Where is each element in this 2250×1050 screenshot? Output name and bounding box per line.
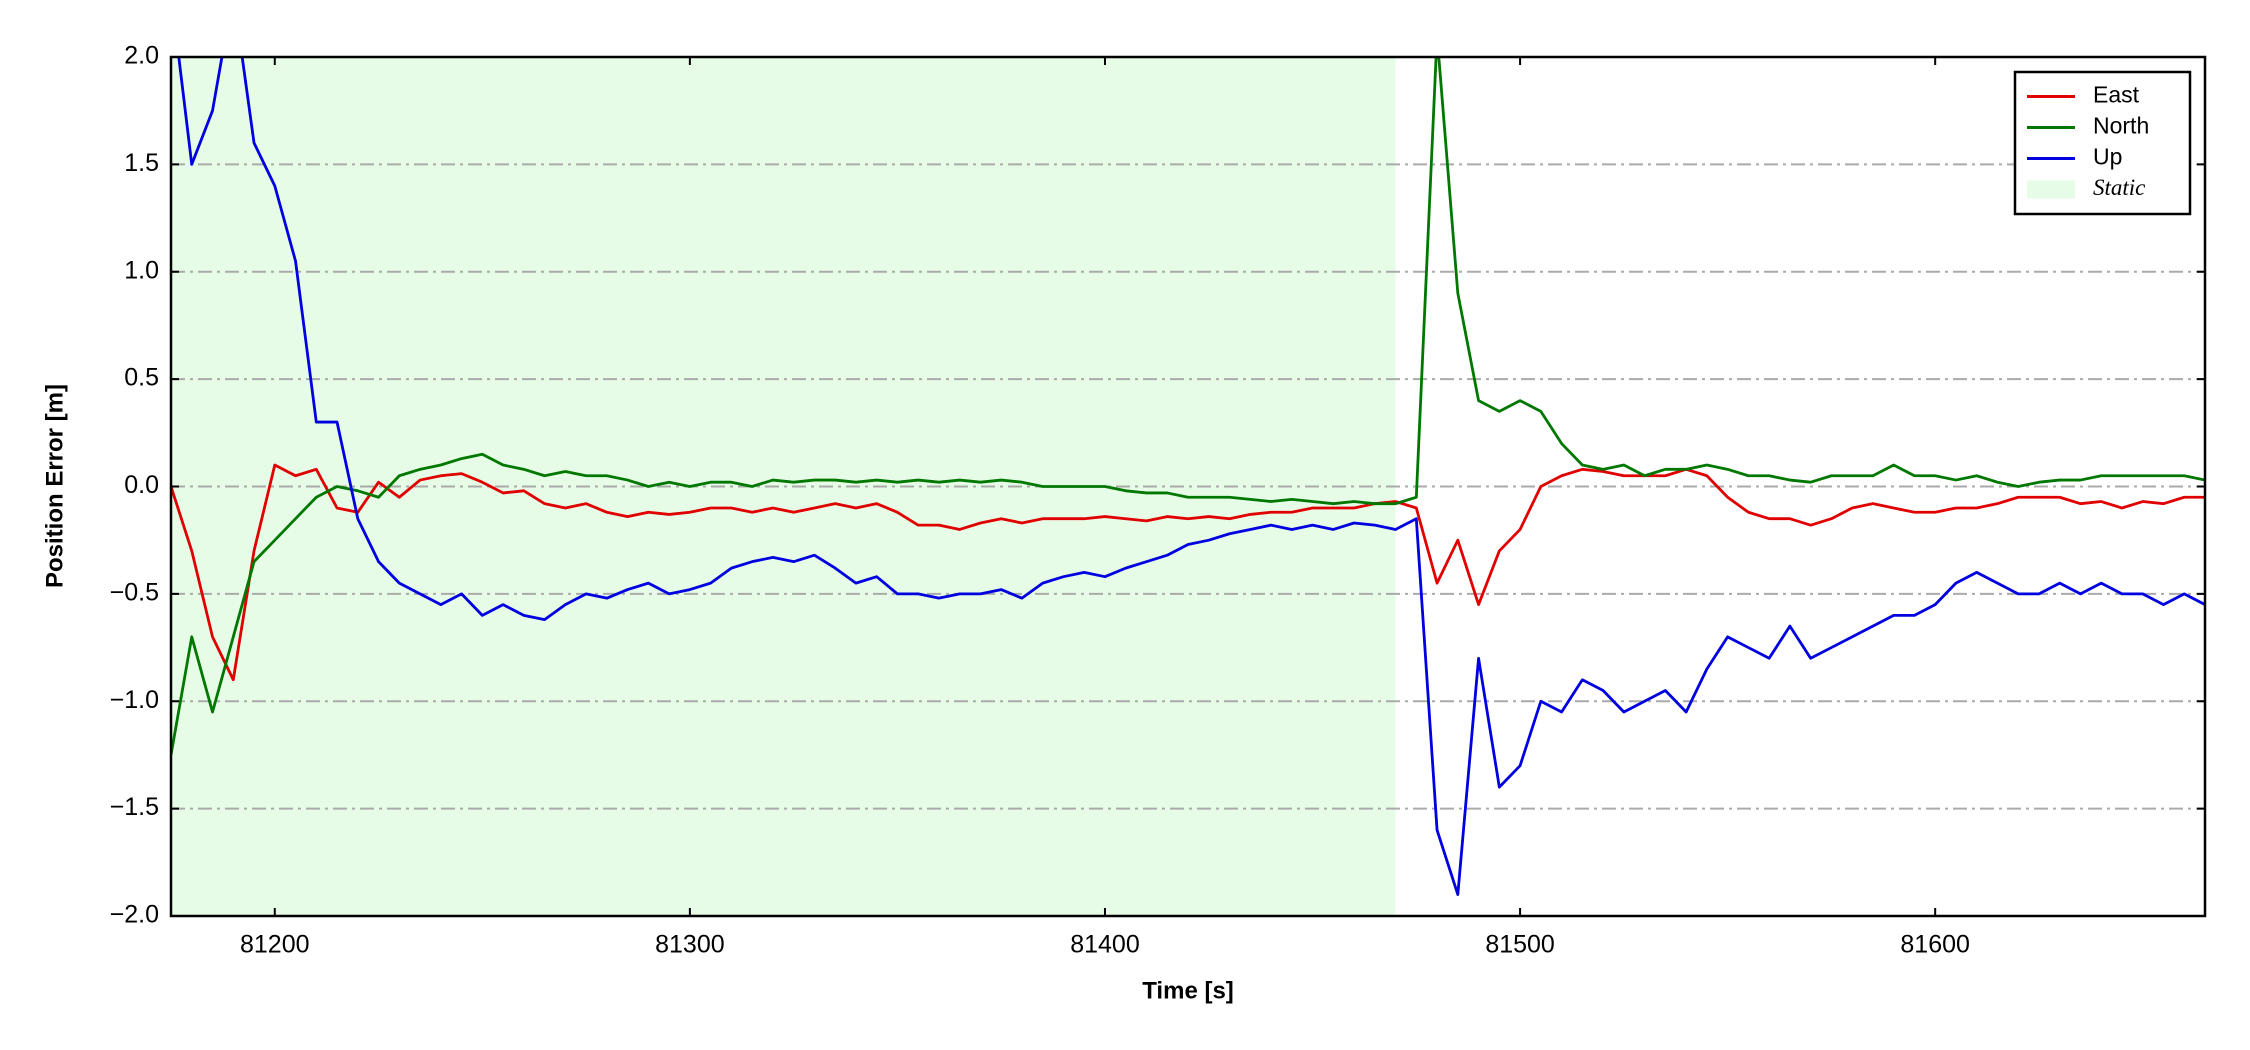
x-axis-label: Time [s] [1142, 977, 1234, 1004]
x-tick-label: 81500 [1485, 931, 1555, 959]
x-tick-label: 81400 [1070, 931, 1140, 959]
legend-swatch [2027, 180, 2075, 199]
y-tick-label: 1.5 [124, 149, 159, 177]
series-line [171, 57, 2205, 756]
series-line [171, 463, 2205, 682]
legend-label: Static [2093, 175, 2145, 200]
series-line [177, 57, 2205, 896]
y-tick-label: −1.0 [110, 686, 159, 714]
x-tick-label: 81200 [240, 931, 310, 959]
y-tick-label: 1.0 [124, 256, 159, 284]
legend-label: East [2093, 82, 2140, 108]
y-tick-label: −1.5 [110, 793, 159, 821]
legend-label: North [2093, 113, 2149, 139]
y-axis-label: Position Error [m] [41, 384, 68, 588]
x-tick-label: 81600 [1900, 931, 1970, 959]
y-tick-label: 0.0 [124, 471, 159, 499]
legend-label: Up [2093, 144, 2122, 170]
y-tick-label: −2.0 [110, 901, 159, 929]
y-tick-label: 2.0 [124, 42, 159, 70]
y-tick-label: 0.5 [124, 364, 159, 392]
y-tick-label: −0.5 [110, 578, 159, 606]
x-tick-label: 81300 [655, 931, 725, 959]
